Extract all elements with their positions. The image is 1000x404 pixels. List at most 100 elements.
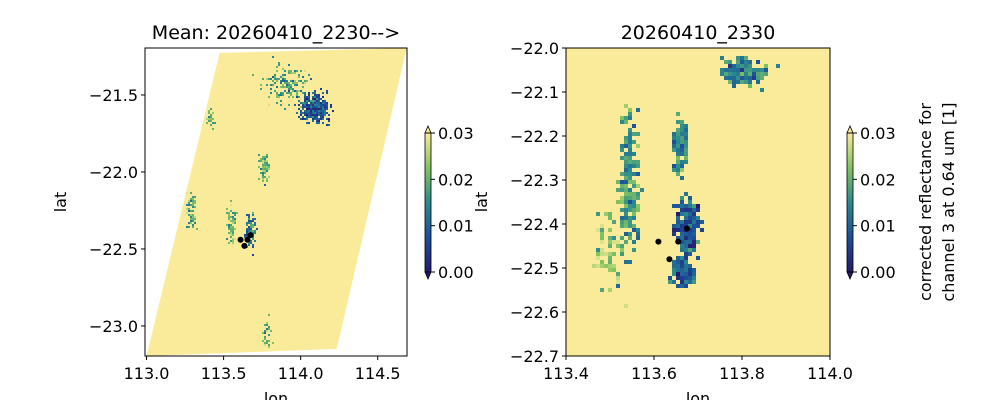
cloud-pixel — [624, 184, 628, 188]
cloud-pixel — [284, 74, 286, 76]
cloud-pixel — [248, 218, 250, 220]
cloud-pixel — [764, 64, 768, 68]
cloud-pixel — [316, 102, 318, 104]
cloud-pixel — [684, 140, 688, 144]
cloud-pixel — [308, 100, 310, 102]
cloud-pixel — [314, 98, 316, 100]
cloud-pixel — [190, 214, 192, 216]
cloud-pixel — [304, 80, 306, 82]
cloud-pixel — [266, 84, 268, 86]
cloud-pixel — [274, 90, 276, 92]
cloud-pixel — [250, 230, 252, 232]
cloud-pixel — [684, 252, 688, 256]
cloud-pixel — [314, 116, 316, 118]
cloud-pixel — [332, 110, 334, 112]
cloud-pixel — [300, 110, 302, 112]
cloud-pixel — [624, 172, 628, 176]
cloud-pixel — [310, 116, 312, 118]
cloud-pixel — [268, 96, 270, 98]
cloud-pixel — [232, 232, 234, 234]
cloud-pixel — [316, 120, 318, 122]
cloud-pixel — [284, 78, 286, 80]
cloud-pixel — [262, 158, 264, 160]
cloud-pixel — [322, 106, 324, 108]
cloud-pixel — [298, 96, 300, 98]
cloud-pixel — [620, 188, 624, 192]
cloud-pixel — [288, 90, 290, 92]
cloud-pixel — [608, 244, 612, 248]
cloud-pixel — [728, 72, 732, 76]
cloud-pixel — [740, 72, 744, 76]
cloud-pixel — [684, 160, 688, 164]
cloud-pixel — [268, 326, 270, 328]
cloud-pixel — [748, 84, 752, 88]
cloud-pixel — [620, 148, 624, 152]
cloud-pixel — [264, 172, 266, 174]
cloud-pixel — [320, 104, 322, 106]
cloud-pixel — [326, 124, 328, 126]
cloud-pixel — [324, 106, 326, 108]
cloud-pixel — [268, 104, 270, 106]
cloud-pixel — [628, 208, 632, 212]
cloud-pixel — [268, 340, 270, 342]
cloud-pixel — [248, 244, 250, 246]
cloud-pixel — [760, 68, 764, 72]
cloud-pixel — [208, 118, 210, 120]
cloud-pixel — [276, 96, 278, 98]
cloud-pixel — [302, 92, 304, 94]
cloud-pixel — [636, 144, 640, 148]
cloud-pixel — [264, 170, 266, 172]
cloud-pixel — [190, 200, 192, 202]
cloud-pixel — [628, 116, 632, 120]
cloud-pixel — [688, 236, 692, 240]
cloud-pixel — [688, 244, 692, 248]
cloud-pixel — [248, 226, 250, 228]
cloud-pixel — [624, 192, 628, 196]
cloud-pixel — [684, 124, 688, 128]
cloud-pixel — [756, 60, 760, 64]
cloud-pixel — [632, 240, 636, 244]
cloud-pixel — [692, 272, 696, 276]
cloud-pixel — [282, 80, 284, 82]
cloud-pixel — [680, 168, 684, 172]
cloud-pixel — [306, 112, 308, 114]
cloud-pixel — [192, 206, 194, 208]
cloud-pixel — [600, 240, 604, 244]
cloud-pixel — [230, 240, 232, 242]
cloud-pixel — [252, 74, 254, 76]
cloud-pixel — [300, 102, 302, 104]
cloud-pixel — [232, 226, 234, 228]
cloud-pixel — [632, 184, 636, 188]
cloud-pixel — [208, 116, 210, 118]
cloud-pixel — [748, 72, 752, 76]
cloud-pixel — [684, 208, 688, 212]
cloud-pixel — [692, 268, 696, 272]
cloud-pixel — [264, 336, 266, 338]
cloud-pixel — [600, 252, 604, 256]
cloud-pixel — [676, 144, 680, 148]
cloud-pixel — [322, 122, 324, 124]
cloud-pixel — [672, 168, 676, 172]
cloud-pixel — [276, 78, 278, 80]
cloud-pixel — [312, 92, 314, 94]
cloud-pixel — [250, 220, 252, 222]
cloud-pixel — [264, 338, 266, 340]
cloud-pixel — [274, 82, 276, 84]
x-tick-label: 114.0 — [807, 364, 853, 383]
cloud-pixel — [628, 136, 632, 140]
cloud-pixel — [276, 86, 278, 88]
cloud-pixel — [624, 224, 628, 228]
cloud-pixel — [254, 240, 256, 242]
cloud-pixel — [696, 204, 700, 208]
cloud-pixel — [188, 214, 190, 216]
cloud-pixel — [230, 234, 232, 236]
cloud-pixel — [226, 238, 228, 240]
cloud-pixel — [250, 224, 252, 226]
cloud-pixel — [256, 228, 258, 230]
cloud-pixel — [290, 86, 292, 88]
cloud-pixel — [214, 122, 216, 124]
right-colorbar: 0.00 0.01 0.02 0.03 — [846, 124, 896, 282]
cloud-pixel — [320, 118, 322, 120]
left-ticks: 113.0 113.5 114.0 114.5 −21.5 −22.0 −22.5 −23.0 — [89, 86, 401, 383]
cloud-pixel — [316, 106, 318, 108]
